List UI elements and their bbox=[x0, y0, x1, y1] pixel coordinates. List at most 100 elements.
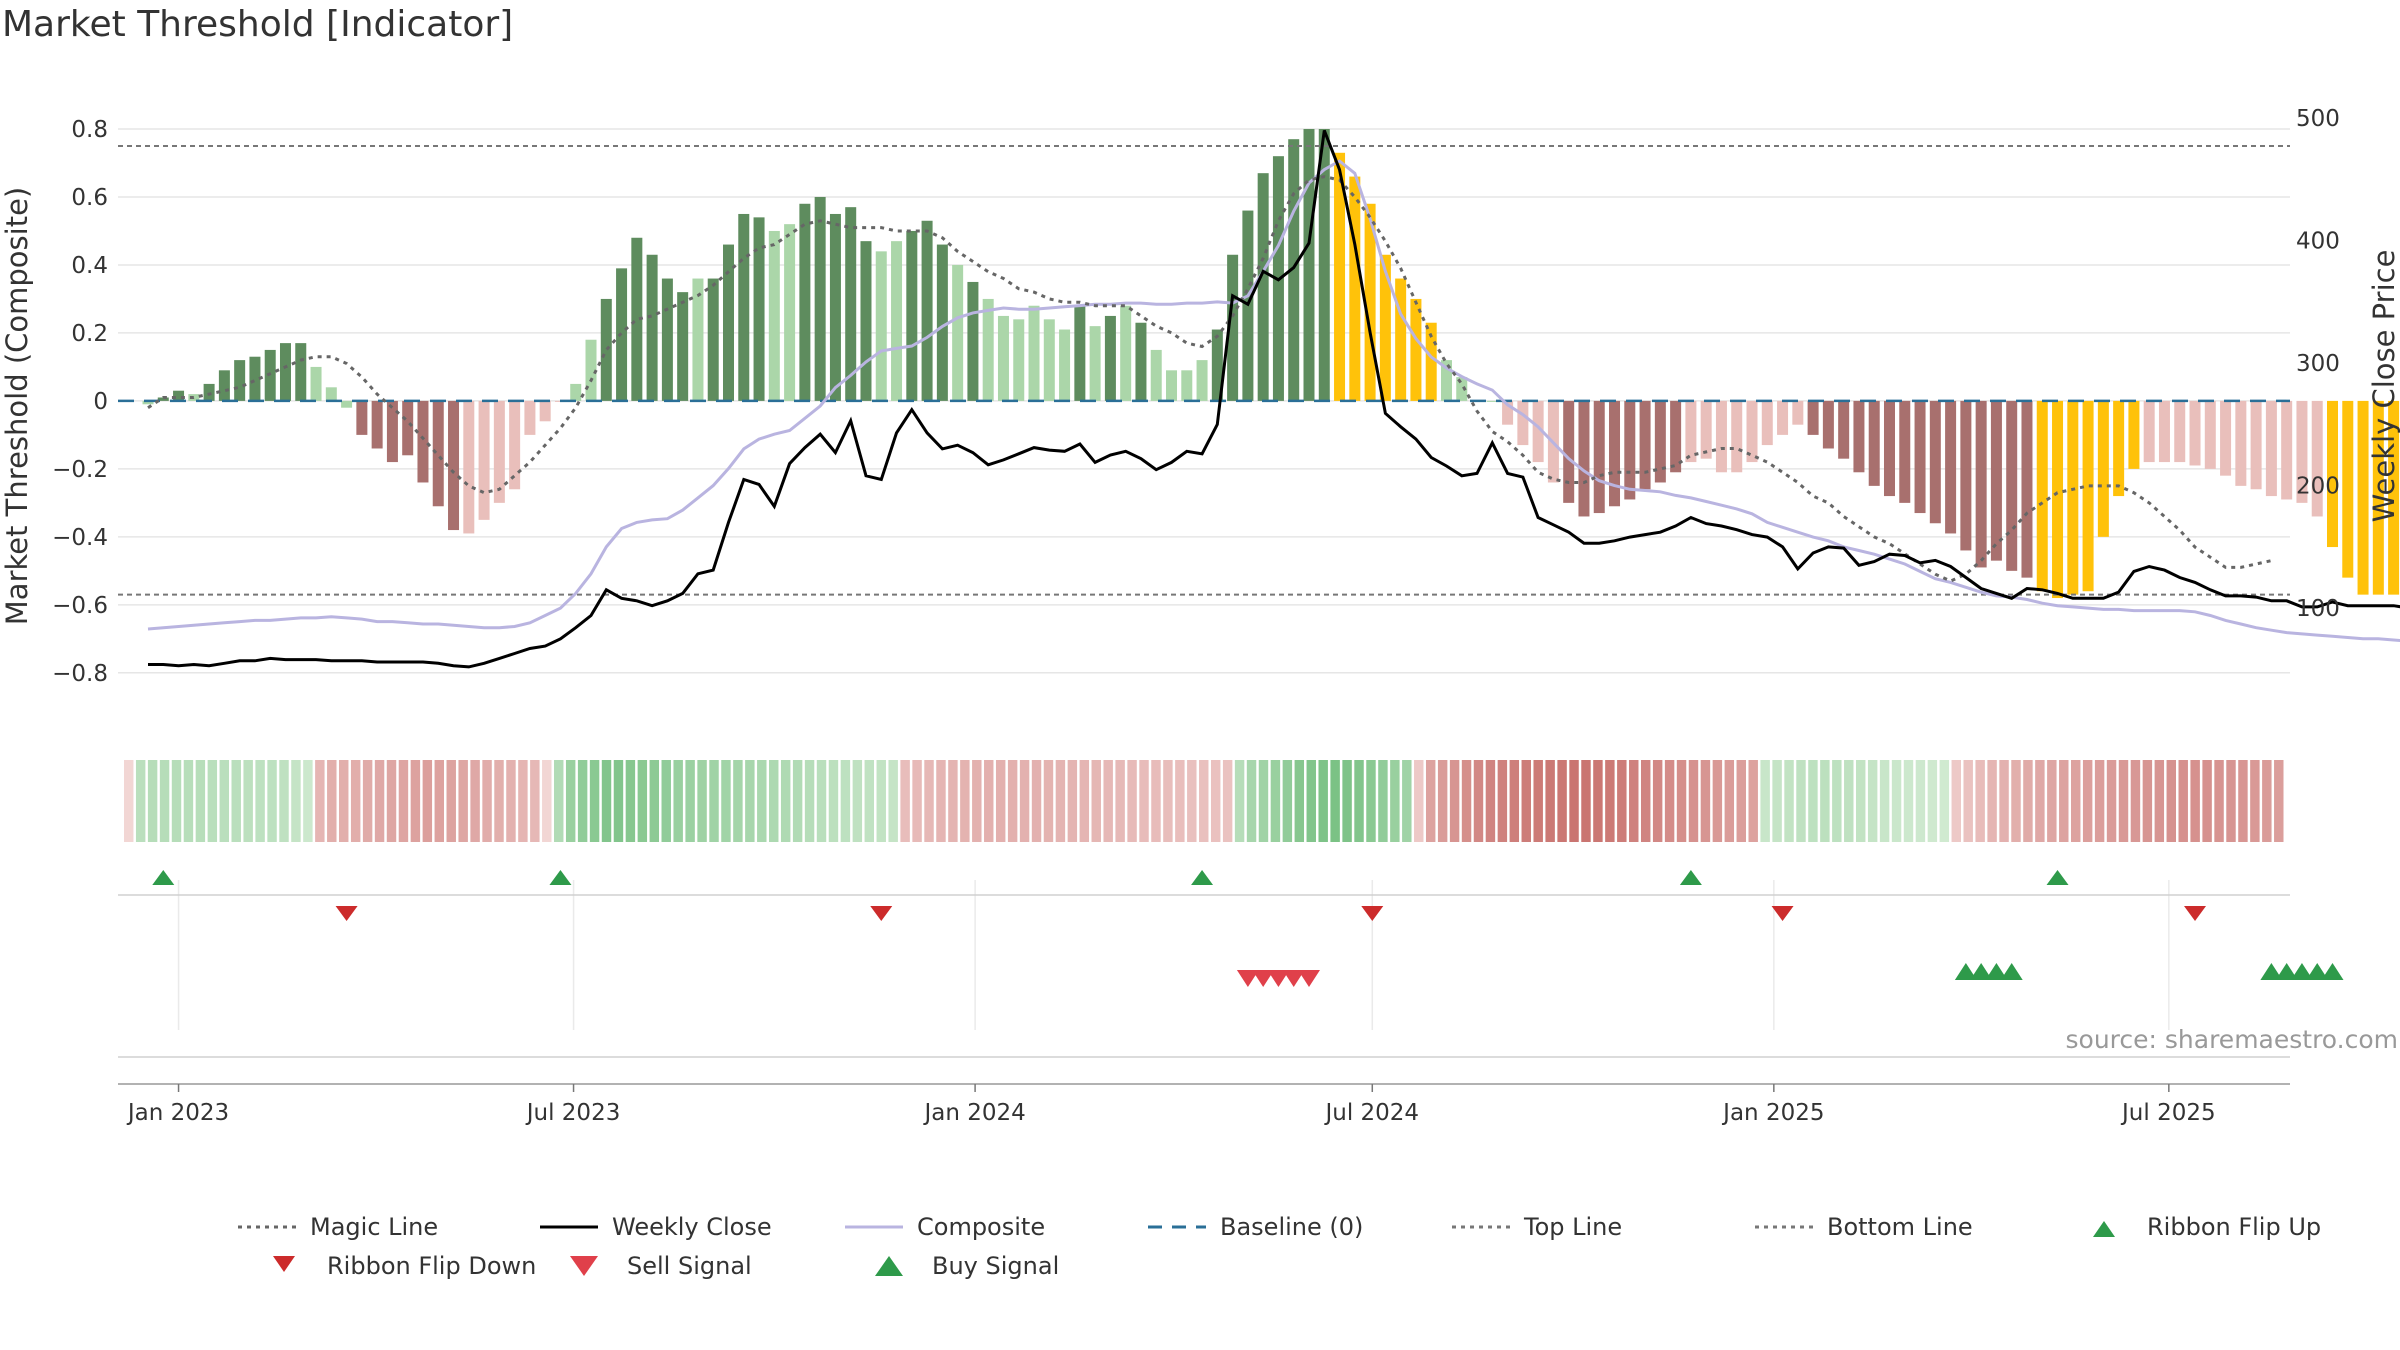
composite-bar bbox=[570, 383, 582, 401]
ribbon-cell bbox=[709, 760, 719, 842]
ribbon-cell bbox=[1736, 760, 1746, 842]
ribbon-cell bbox=[267, 760, 277, 842]
ribbon-cell bbox=[995, 760, 1006, 842]
ribbon-cell bbox=[1318, 760, 1328, 842]
composite-bar bbox=[2220, 400, 2232, 476]
composite-bar bbox=[1364, 203, 1376, 401]
ribbon-cell bbox=[1115, 760, 1125, 842]
composite-bar bbox=[524, 400, 536, 435]
ribbon-cell bbox=[1246, 760, 1257, 842]
ribbon-cell bbox=[2190, 760, 2200, 842]
composite-bar bbox=[2265, 400, 2277, 497]
composite-bar bbox=[1288, 139, 1300, 401]
ribbon-cell bbox=[948, 760, 958, 842]
ribbon-cell bbox=[159, 760, 170, 842]
composite-bar bbox=[600, 298, 612, 401]
ribbon-cell bbox=[2130, 760, 2141, 842]
ribbon-cell bbox=[589, 760, 600, 842]
composite-bar bbox=[539, 400, 551, 422]
ribbon-cell bbox=[530, 760, 540, 842]
composite-bar bbox=[1746, 400, 1758, 463]
ribbon-cell bbox=[2047, 760, 2057, 842]
composite-bar bbox=[738, 213, 750, 401]
buy-signal-marker bbox=[1954, 963, 1977, 980]
ribbon-cell bbox=[1867, 760, 1878, 842]
composite-bar bbox=[1593, 400, 1605, 514]
ribbon-cell bbox=[1640, 760, 1651, 842]
composite-bar bbox=[1303, 128, 1315, 401]
y-right-tick-label: 200 bbox=[2296, 474, 2340, 500]
ribbon-cell bbox=[2226, 760, 2236, 842]
ribbon-cell bbox=[1832, 760, 1842, 842]
composite-bar bbox=[1807, 400, 1819, 435]
ribbon-cell bbox=[1294, 760, 1305, 842]
ribbon-cell bbox=[637, 760, 648, 842]
composite-bar bbox=[707, 278, 719, 401]
ribbon-cell bbox=[1963, 760, 1973, 842]
composite-bar bbox=[1043, 319, 1055, 401]
ribbon-cell bbox=[1019, 760, 1030, 842]
composite-bar bbox=[279, 343, 291, 401]
ribbon-cell bbox=[554, 760, 564, 842]
ribbon-cell bbox=[1581, 760, 1591, 842]
composite-bar bbox=[386, 400, 398, 463]
composite-bar bbox=[2250, 400, 2262, 490]
ribbon-cell bbox=[1772, 760, 1782, 842]
ribbon-cell bbox=[1449, 760, 1460, 842]
composite-bar bbox=[264, 349, 276, 401]
ribbon-cell bbox=[1330, 760, 1340, 842]
composite-bar bbox=[921, 220, 933, 401]
ribbon-cell bbox=[1879, 760, 1890, 842]
ribbon-cell bbox=[1652, 760, 1663, 842]
legend-label: Ribbon Flip Down bbox=[327, 1252, 536, 1280]
composite-bar bbox=[2235, 400, 2247, 486]
composite-bar bbox=[1257, 173, 1269, 401]
ribbon-cell bbox=[984, 760, 994, 842]
ribbon-cell bbox=[1605, 760, 1615, 842]
ribbon-cell bbox=[1473, 760, 1484, 842]
composite-bar bbox=[448, 400, 460, 531]
composite-bar bbox=[173, 390, 185, 401]
y-tick-label: 0.4 bbox=[71, 253, 108, 279]
composite-bar bbox=[2388, 400, 2400, 595]
ribbon-cell bbox=[1796, 760, 1806, 842]
ribbon-cell bbox=[1951, 760, 1961, 842]
weekly-close-line bbox=[148, 129, 2400, 669]
composite-bar bbox=[1486, 400, 1498, 402]
signal-markers bbox=[118, 870, 2344, 1058]
legend: Magic Line Weekly Close Composite Baseline … bbox=[238, 1213, 2321, 1280]
ribbon-cell bbox=[219, 760, 230, 842]
ribbon-cell bbox=[1067, 760, 1078, 842]
ribbon-cell bbox=[1629, 760, 1639, 842]
ribbon-cell bbox=[828, 760, 839, 842]
ribbon-cell bbox=[542, 760, 552, 842]
ribbon-cell bbox=[697, 760, 707, 842]
y-tick-label: 0.6 bbox=[71, 185, 108, 211]
composite-bar bbox=[952, 264, 964, 401]
ribbon-cell bbox=[1055, 760, 1066, 842]
ribbon-cell bbox=[1354, 760, 1364, 842]
ribbon-cell bbox=[1855, 760, 1866, 842]
composite-bar bbox=[310, 366, 322, 401]
composite-bar bbox=[1395, 278, 1407, 401]
ribbon-cell bbox=[1664, 760, 1675, 842]
composite-bar bbox=[2097, 400, 2109, 537]
guide-lines bbox=[118, 144, 2290, 596]
composite-bar bbox=[2021, 400, 2033, 578]
ribbon-cell bbox=[327, 760, 337, 842]
composite-bar bbox=[1074, 305, 1086, 401]
composite-bar bbox=[402, 400, 414, 456]
legend-swatch bbox=[273, 1256, 295, 1272]
composite-bar bbox=[432, 400, 444, 507]
composite-bar bbox=[2143, 400, 2155, 463]
legend-swatch bbox=[2093, 1221, 2115, 1237]
ribbon-flip-up-marker bbox=[1191, 870, 1214, 885]
ribbon-cell bbox=[888, 760, 898, 842]
legend-label: Bottom Line bbox=[1827, 1213, 1973, 1241]
ribbon-cell bbox=[1975, 760, 1985, 842]
composite-bar bbox=[295, 343, 307, 401]
ribbon-cell bbox=[1270, 760, 1281, 842]
ribbon-cell bbox=[506, 760, 516, 842]
y-tick-label: −0.2 bbox=[52, 457, 108, 483]
ribbon-cell bbox=[2059, 760, 2069, 842]
